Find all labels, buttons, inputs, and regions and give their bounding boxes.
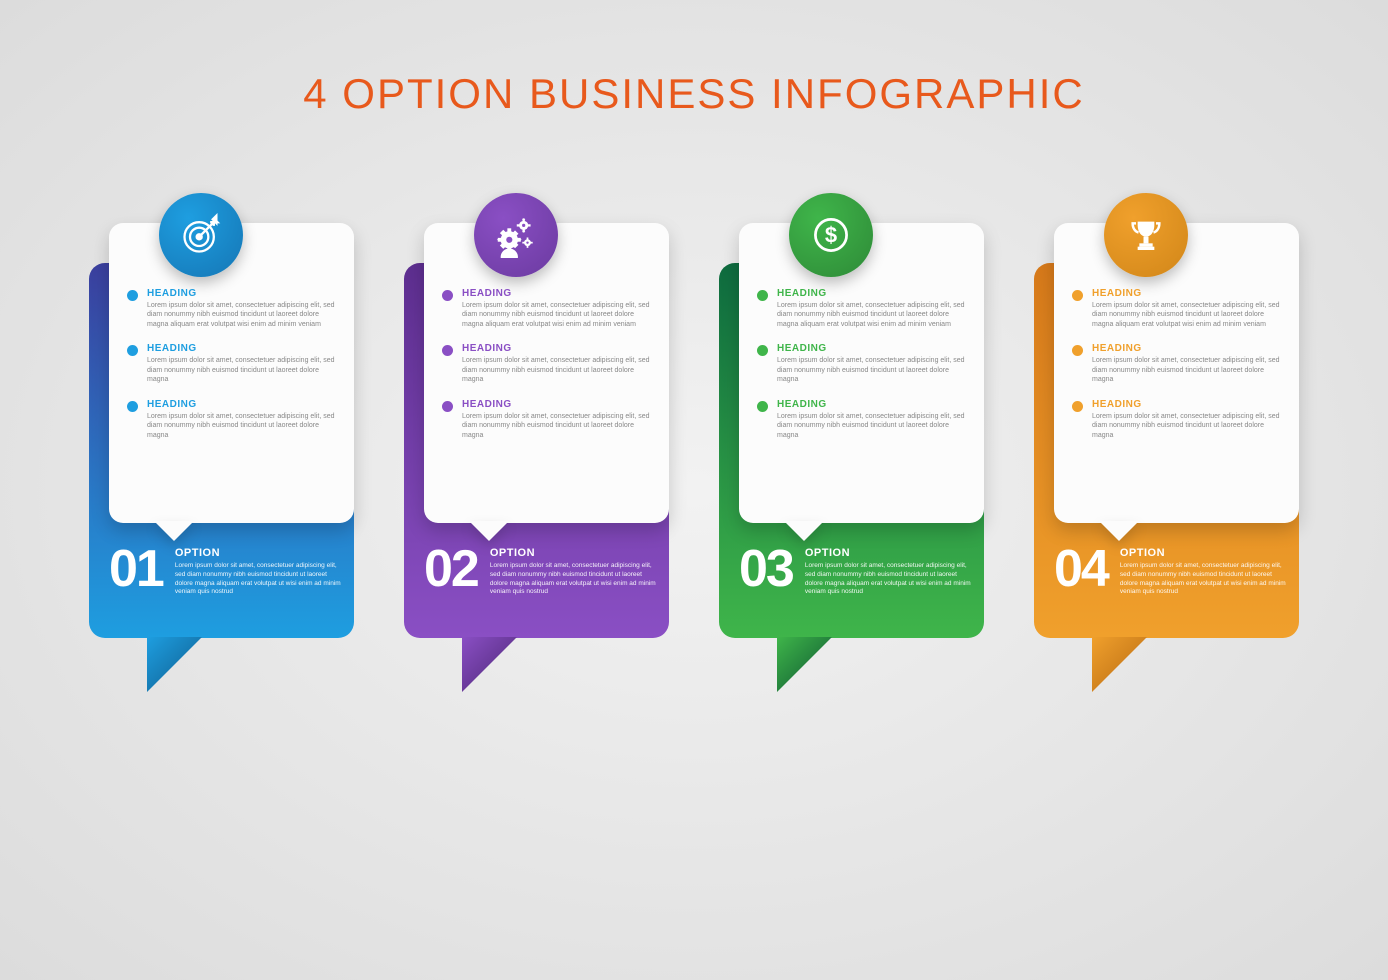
section: HEADING Lorem ipsum dolor sit amet, conse… xyxy=(1072,343,1285,384)
speech-tail xyxy=(777,637,832,692)
section: HEADING Lorem ipsum dolor sit amet, conse… xyxy=(1072,288,1285,329)
bullet-icon xyxy=(1072,401,1083,412)
section: HEADING Lorem ipsum dolor sit amet, conse… xyxy=(757,343,970,384)
section-heading: HEADING xyxy=(777,288,970,299)
page-title: 4 OPTION BUSINESS INFOGRAPHIC xyxy=(0,0,1388,118)
card-footer: 01 OPTION Lorem ipsum dolor sit amet, co… xyxy=(109,543,344,597)
option-body: Lorem ipsum dolor sit amet, consectetuer… xyxy=(805,562,974,597)
trophy-icon xyxy=(1104,193,1188,277)
section-body: Lorem ipsum dolor sit amet, consectetuer… xyxy=(147,412,340,440)
bullet-icon xyxy=(127,401,138,412)
card-footer: 02 OPTION Lorem ipsum dolor sit amet, co… xyxy=(424,543,659,597)
section: HEADING Lorem ipsum dolor sit amet, conse… xyxy=(442,288,655,329)
option-label: OPTION xyxy=(805,547,974,559)
speech-tail xyxy=(147,637,202,692)
bullet-icon xyxy=(757,401,768,412)
bullet-icon xyxy=(127,290,138,301)
section-body: Lorem ipsum dolor sit amet, consectetuer… xyxy=(462,356,655,384)
content-card: $ HEADING Lorem ipsum dolor sit amet, con… xyxy=(739,223,984,523)
content-card: HEADING Lorem ipsum dolor sit amet, conse… xyxy=(109,223,354,523)
svg-text:$: $ xyxy=(825,222,837,247)
section-heading: HEADING xyxy=(1092,399,1285,410)
option-text: OPTION Lorem ipsum dolor sit amet, conse… xyxy=(805,543,974,597)
bullet-icon xyxy=(1072,345,1083,356)
section-body: Lorem ipsum dolor sit amet, consectetuer… xyxy=(462,412,655,440)
option-number: 04 xyxy=(1054,543,1108,595)
section: HEADING Lorem ipsum dolor sit amet, conse… xyxy=(442,343,655,384)
option-text: OPTION Lorem ipsum dolor sit amet, conse… xyxy=(1120,543,1289,597)
option-number: 03 xyxy=(739,543,793,595)
section-heading: HEADING xyxy=(1092,343,1285,354)
option-number: 01 xyxy=(109,543,163,595)
gears-icon xyxy=(474,193,558,277)
bullet-icon xyxy=(1072,290,1083,301)
card-arrow xyxy=(1099,521,1139,541)
section: HEADING Lorem ipsum dolor sit amet, conse… xyxy=(757,399,970,440)
section: HEADING Lorem ipsum dolor sit amet, conse… xyxy=(757,288,970,329)
option-body: Lorem ipsum dolor sit amet, consectetuer… xyxy=(1120,562,1289,597)
section-heading: HEADING xyxy=(462,288,655,299)
section-body: Lorem ipsum dolor sit amet, consectetuer… xyxy=(1092,412,1285,440)
sections: HEADING Lorem ipsum dolor sit amet, conse… xyxy=(1072,288,1285,454)
bullet-icon xyxy=(127,345,138,356)
bullet-icon xyxy=(442,345,453,356)
card-footer: 04 OPTION Lorem ipsum dolor sit amet, co… xyxy=(1054,543,1289,597)
section-body: Lorem ipsum dolor sit amet, consectetuer… xyxy=(147,301,340,329)
option-label: OPTION xyxy=(490,547,659,559)
section-heading: HEADING xyxy=(147,399,340,410)
sections: HEADING Lorem ipsum dolor sit amet, conse… xyxy=(757,288,970,454)
content-card: HEADING Lorem ipsum dolor sit amet, conse… xyxy=(1054,223,1299,523)
bullet-icon xyxy=(757,345,768,356)
card-arrow xyxy=(784,521,824,541)
section-heading: HEADING xyxy=(147,288,340,299)
sections: HEADING Lorem ipsum dolor sit amet, conse… xyxy=(442,288,655,454)
speech-tail xyxy=(1092,637,1147,692)
dollar-icon: $ xyxy=(789,193,873,277)
target-icon xyxy=(159,193,243,277)
card-footer: 03 OPTION Lorem ipsum dolor sit amet, co… xyxy=(739,543,974,597)
option-number: 02 xyxy=(424,543,478,595)
section-heading: HEADING xyxy=(462,399,655,410)
section: HEADING Lorem ipsum dolor sit amet, conse… xyxy=(127,343,340,384)
section-body: Lorem ipsum dolor sit amet, consectetuer… xyxy=(1092,356,1285,384)
section-body: Lorem ipsum dolor sit amet, consectetuer… xyxy=(777,356,970,384)
option-label: OPTION xyxy=(1120,547,1289,559)
bullet-icon xyxy=(442,401,453,412)
section-body: Lorem ipsum dolor sit amet, consectetuer… xyxy=(462,301,655,329)
option-text: OPTION Lorem ipsum dolor sit amet, conse… xyxy=(490,543,659,597)
section-body: Lorem ipsum dolor sit amet, consectetuer… xyxy=(147,356,340,384)
card-arrow xyxy=(154,521,194,541)
section: HEADING Lorem ipsum dolor sit amet, conse… xyxy=(127,399,340,440)
section-body: Lorem ipsum dolor sit amet, consectetuer… xyxy=(777,301,970,329)
bullet-icon xyxy=(757,290,768,301)
option-body: Lorem ipsum dolor sit amet, consectetuer… xyxy=(175,562,344,597)
section: HEADING Lorem ipsum dolor sit amet, conse… xyxy=(127,288,340,329)
section-heading: HEADING xyxy=(1092,288,1285,299)
section-heading: HEADING xyxy=(147,343,340,354)
section-body: Lorem ipsum dolor sit amet, consectetuer… xyxy=(1092,301,1285,329)
section-heading: HEADING xyxy=(777,399,970,410)
bullet-icon xyxy=(442,290,453,301)
section-heading: HEADING xyxy=(462,343,655,354)
section: HEADING Lorem ipsum dolor sit amet, conse… xyxy=(442,399,655,440)
option-label: OPTION xyxy=(175,547,344,559)
sections: HEADING Lorem ipsum dolor sit amet, conse… xyxy=(127,288,340,454)
card-arrow xyxy=(469,521,509,541)
content-card: HEADING Lorem ipsum dolor sit amet, conse… xyxy=(424,223,669,523)
section-body: Lorem ipsum dolor sit amet, consectetuer… xyxy=(777,412,970,440)
section-heading: HEADING xyxy=(777,343,970,354)
option-text: OPTION Lorem ipsum dolor sit amet, conse… xyxy=(175,543,344,597)
speech-tail xyxy=(462,637,517,692)
option-body: Lorem ipsum dolor sit amet, consectetuer… xyxy=(490,562,659,597)
section: HEADING Lorem ipsum dolor sit amet, conse… xyxy=(1072,399,1285,440)
